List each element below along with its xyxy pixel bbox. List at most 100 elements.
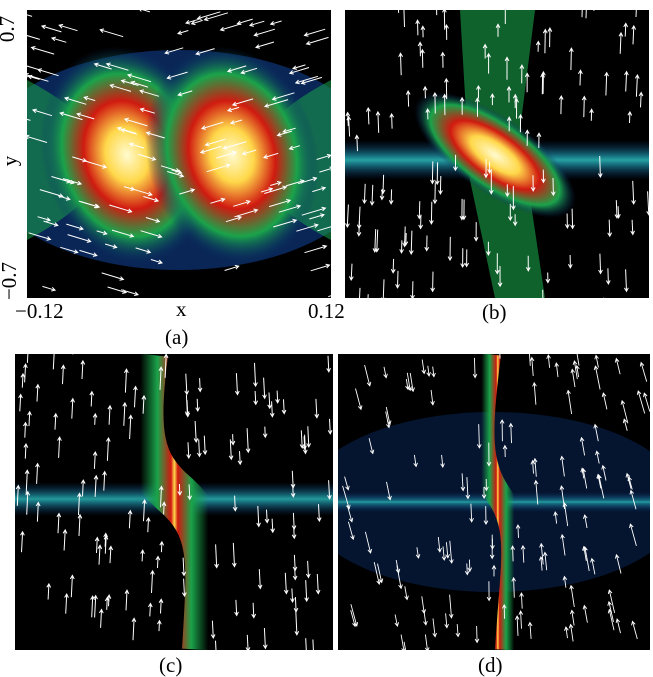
streamline-arrow bbox=[440, 454, 445, 469]
streamline-arrow bbox=[35, 383, 41, 402]
streamline-arrow bbox=[78, 200, 100, 209]
streamline-arrow bbox=[377, 563, 384, 584]
streamline-arrow bbox=[290, 588, 295, 603]
streamline-arrow bbox=[372, 229, 378, 253]
streamline-arrow bbox=[440, 51, 446, 68]
streamline-arrow bbox=[27, 74, 40, 80]
streamline-arrow bbox=[453, 154, 458, 172]
streamline-arrow bbox=[140, 230, 163, 239]
streamline-arrow bbox=[630, 219, 635, 236]
streamline-arrow bbox=[344, 476, 350, 491]
streamline-arrow bbox=[529, 356, 535, 377]
streamline-arrow bbox=[448, 594, 454, 619]
streamline-arrow bbox=[26, 354, 29, 363]
streamline-arrow bbox=[43, 220, 59, 227]
streamline-arrow bbox=[312, 186, 327, 193]
streamline-arrow bbox=[494, 253, 500, 275]
streamline-arrow bbox=[623, 269, 629, 293]
streamline-arrow bbox=[92, 412, 98, 425]
streamline-arrow bbox=[109, 204, 133, 214]
streamline-arrow bbox=[290, 484, 296, 498]
streamline-arrow bbox=[597, 155, 603, 179]
streamline-arrow bbox=[142, 499, 147, 522]
streamline-arrow bbox=[241, 149, 257, 156]
streamline-arrow bbox=[524, 129, 530, 146]
streamline-arrow bbox=[214, 544, 219, 569]
panel-c-density-plot bbox=[15, 354, 333, 650]
streamline-arrow bbox=[126, 73, 152, 83]
streamline-arrow bbox=[541, 169, 546, 184]
streamline-arrow bbox=[270, 181, 282, 186]
streamline-arrow bbox=[62, 178, 83, 186]
streamline-arrow bbox=[623, 22, 629, 37]
streamline-arrow bbox=[120, 128, 138, 135]
streamline-arrow bbox=[300, 76, 323, 85]
streamline-arrow bbox=[348, 263, 354, 282]
streamline-arrow bbox=[590, 557, 596, 575]
streamline-arrow bbox=[107, 286, 128, 294]
streamline-arrow bbox=[309, 213, 325, 220]
streamline-arrow bbox=[147, 602, 153, 617]
streamline-arrow bbox=[515, 524, 521, 538]
streamline-arrow bbox=[229, 119, 243, 125]
streamline-arrow bbox=[511, 186, 516, 211]
streamline-arrow bbox=[504, 184, 510, 198]
streamline-arrow bbox=[350, 609, 357, 628]
streamline-arrow bbox=[441, 546, 447, 561]
streamline-arrow bbox=[540, 72, 545, 95]
streamline-arrow bbox=[231, 98, 254, 107]
streamline-arrow bbox=[96, 230, 108, 236]
streamline-arrow bbox=[297, 176, 318, 185]
streamline-arrow bbox=[69, 574, 75, 598]
streamline-arrow bbox=[107, 404, 113, 425]
streamline-arrow bbox=[499, 419, 505, 442]
panel-d-density-plot bbox=[338, 354, 650, 650]
streamline-arrow bbox=[283, 572, 289, 595]
streamline-arrow bbox=[421, 359, 427, 375]
streamline-arrow bbox=[94, 536, 100, 554]
streamline-arrow bbox=[111, 229, 135, 238]
streamline-arrow bbox=[426, 365, 431, 377]
streamline-arrow bbox=[367, 294, 369, 298]
streamline-arrow bbox=[288, 145, 300, 151]
streamline-arrow bbox=[432, 618, 438, 638]
streamline-arrow bbox=[593, 423, 599, 442]
streamline-arrow bbox=[264, 509, 270, 524]
streamline-arrow bbox=[201, 121, 224, 130]
streamline-arrow bbox=[127, 509, 133, 529]
streamline-arrow bbox=[314, 398, 320, 419]
streamline-arrow bbox=[554, 362, 559, 378]
streamline-arrow bbox=[158, 366, 164, 390]
streamline-arrow bbox=[421, 596, 427, 615]
streamline-arrow bbox=[631, 180, 636, 205]
streamline-arrow bbox=[442, 93, 447, 116]
streamline-arrow bbox=[627, 110, 633, 124]
streamline-arrow bbox=[476, 84, 481, 99]
streamline-arrow bbox=[629, 523, 637, 547]
streamline-arrow bbox=[346, 505, 354, 523]
streamline-arrow bbox=[231, 542, 237, 568]
streamline-arrow bbox=[512, 214, 518, 227]
streamline-arrow bbox=[460, 473, 466, 492]
streamline-arrow bbox=[507, 203, 513, 222]
streamline-arrow bbox=[40, 24, 62, 33]
streamline-arrow bbox=[461, 199, 467, 221]
streamline-arrow bbox=[582, 604, 588, 623]
streamline-arrow bbox=[199, 145, 222, 154]
streamline-arrow bbox=[60, 246, 79, 254]
streamline-arrow bbox=[245, 634, 251, 650]
streamline-arrow bbox=[576, 354, 580, 366]
streamline-arrow bbox=[627, 476, 633, 490]
streamline-arrow bbox=[123, 186, 136, 191]
streamline-arrow bbox=[429, 201, 434, 225]
streamline-arrow bbox=[405, 378, 410, 391]
streamline-arrow bbox=[486, 442, 492, 467]
streamline-arrow bbox=[93, 62, 112, 70]
streamline-arrow bbox=[579, 436, 586, 456]
streamline-arrow bbox=[304, 580, 309, 603]
streamline-arrow bbox=[270, 518, 275, 534]
streamline-arrow bbox=[415, 19, 420, 36]
streamline-arrow bbox=[364, 364, 372, 387]
streamline-arrow bbox=[184, 394, 190, 417]
streamline-arrow bbox=[533, 479, 539, 505]
